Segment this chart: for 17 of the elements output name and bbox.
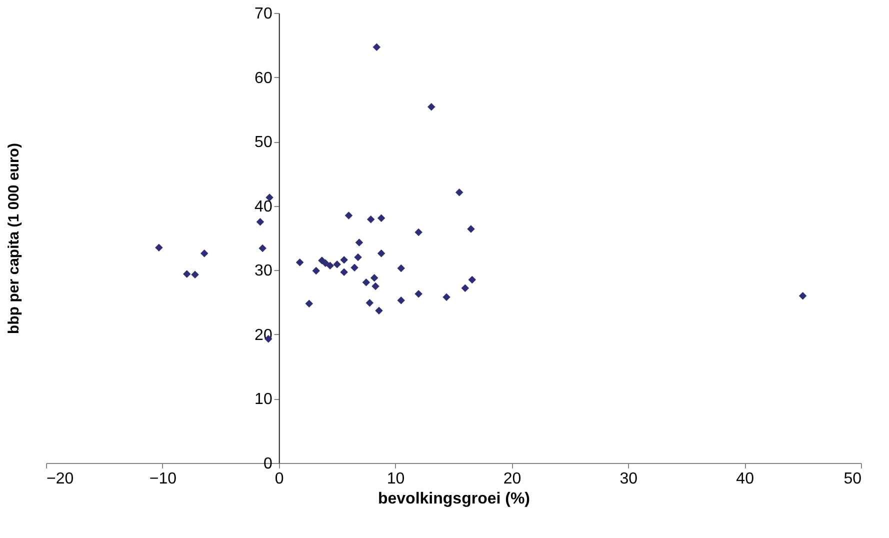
y-tick-label: 10 <box>254 391 272 408</box>
x-tick-label: 40 <box>736 470 754 488</box>
x-axis-title: bevolkingsgroei (%) <box>378 490 530 508</box>
x-tick-label: 50 <box>844 470 862 488</box>
y-tick-label: 70 <box>254 6 272 22</box>
y-tick-label: 50 <box>254 134 272 152</box>
y-tick-label: 40 <box>254 198 272 216</box>
x-tick-label: 30 <box>620 470 638 488</box>
y-tick-label: 0 <box>263 456 272 472</box>
x-tick-label: 20 <box>503 470 522 488</box>
y-tick-label: 60 <box>254 70 272 87</box>
x-tick-label: −20 <box>46 470 74 488</box>
y-axis-title: bbp per capita (1 000 euro) <box>6 143 22 334</box>
x-tick-label: −10 <box>149 470 177 488</box>
x-tick-label: 10 <box>386 470 405 488</box>
y-tick-label: 30 <box>254 262 272 280</box>
x-tick-label: 0 <box>274 470 284 488</box>
